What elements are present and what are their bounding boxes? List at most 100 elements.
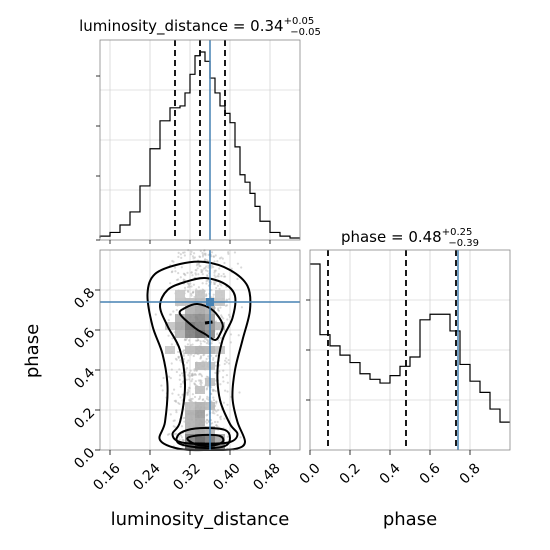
- sample-point: [204, 269, 208, 272]
- sample-point: [179, 359, 182, 362]
- sample-point: [182, 417, 185, 420]
- sample-point: [192, 252, 196, 255]
- mode-mark: [204, 320, 213, 325]
- sample-point: [183, 286, 187, 290]
- sample-point: [223, 261, 226, 265]
- sample-point: [206, 274, 209, 277]
- sample-point: [202, 398, 205, 401]
- sample-point: [175, 370, 178, 374]
- phase-histogram: [310, 263, 510, 423]
- sample-point: [213, 274, 216, 277]
- sample-point: [191, 393, 194, 396]
- sample-point: [186, 271, 189, 274]
- luminosity-distance-title: luminosity_distance = 0.34+0.05 −0.05: [79, 16, 321, 38]
- sample-point: [199, 357, 202, 360]
- sample-point: [206, 395, 209, 398]
- sample-point: [212, 356, 215, 360]
- sample-point: [189, 399, 192, 403]
- sample-point: [179, 434, 183, 437]
- density-cell: [195, 314, 205, 322]
- sample-point: [181, 393, 184, 396]
- sample-point: [205, 397, 209, 400]
- sample-point: [167, 319, 170, 322]
- sample-point: [169, 282, 172, 285]
- phase-x-tick-label: 0.0: [297, 460, 324, 487]
- sample-point: [175, 278, 179, 282]
- sample-point: [180, 266, 183, 269]
- sample-point: [192, 257, 195, 260]
- sample-point: [225, 374, 229, 377]
- density-cell: [185, 418, 195, 426]
- sample-point: [221, 376, 225, 379]
- sample-point: [212, 388, 215, 392]
- sample-point: [236, 277, 239, 281]
- sample-point: [222, 272, 225, 276]
- density-cell: [195, 434, 205, 442]
- sample-point: [199, 355, 203, 358]
- phase-title: phase = 0.48+0.25 −0.39: [341, 227, 479, 249]
- sample-point: [197, 286, 200, 289]
- sample-point: [217, 339, 220, 342]
- joint-x-tick-label: 0.48: [250, 460, 283, 493]
- density-cell: [215, 290, 225, 298]
- sample-point: [186, 393, 189, 397]
- sample-point: [213, 260, 216, 263]
- sample-point: [223, 389, 227, 392]
- sample-point: [195, 269, 198, 272]
- sample-point: [187, 283, 191, 287]
- sample-point: [178, 378, 181, 381]
- sample-point: [177, 272, 180, 275]
- luminosity-distance-marginal-panel: luminosity_distance = 0.34+0.05 −0.05: [79, 16, 321, 244]
- phase-x-tick-label: 0.4: [377, 460, 404, 487]
- sample-point: [212, 409, 215, 413]
- density-cell: [185, 410, 195, 418]
- phase-x-tick-label: 0.6: [417, 460, 444, 487]
- sample-point: [194, 273, 198, 276]
- density-cell: [195, 306, 205, 314]
- sample-point: [189, 282, 192, 285]
- sample-point: [162, 376, 165, 380]
- sample-point: [227, 362, 231, 365]
- sample-point: [185, 378, 188, 381]
- sample-point: [213, 282, 216, 286]
- phase-x-tick-label: 0.8: [457, 460, 484, 487]
- sample-point: [218, 267, 221, 270]
- sample-point: [236, 262, 240, 265]
- sample-point: [179, 396, 182, 399]
- sample-point: [229, 341, 232, 344]
- sample-point: [197, 398, 201, 401]
- sample-point: [212, 265, 215, 269]
- credible-contour: [146, 260, 252, 452]
- density-cell: [185, 330, 195, 338]
- sample-point: [170, 362, 173, 365]
- sample-point: [222, 401, 226, 404]
- sample-point: [187, 290, 190, 293]
- sample-point: [204, 295, 207, 298]
- density-cell: [195, 426, 205, 434]
- sample-point: [220, 315, 224, 319]
- density-cell: [195, 362, 205, 370]
- joint-y-tick-label: 0.0: [71, 445, 98, 472]
- density-cell: [195, 346, 205, 354]
- phase-x-tick-label: 0.2: [337, 460, 364, 487]
- sample-point: [226, 390, 229, 393]
- joint-panel-frame: [99, 249, 301, 451]
- sample-point: [169, 377, 172, 380]
- sample-point: [191, 378, 194, 381]
- sample-point: [169, 313, 173, 316]
- sample-point: [212, 396, 215, 399]
- sample-point: [194, 380, 197, 383]
- sample-point: [207, 264, 210, 267]
- sample-point: [215, 333, 219, 336]
- sample-point: [192, 283, 196, 286]
- sample-point: [228, 315, 231, 318]
- sample-point: [219, 383, 222, 386]
- sample-point: [227, 358, 230, 362]
- sample-point: [217, 273, 220, 276]
- sample-point: [210, 266, 213, 269]
- sample-point: [177, 251, 180, 255]
- sample-point: [201, 251, 204, 255]
- sample-point: [183, 254, 186, 257]
- sample-point: [210, 289, 213, 292]
